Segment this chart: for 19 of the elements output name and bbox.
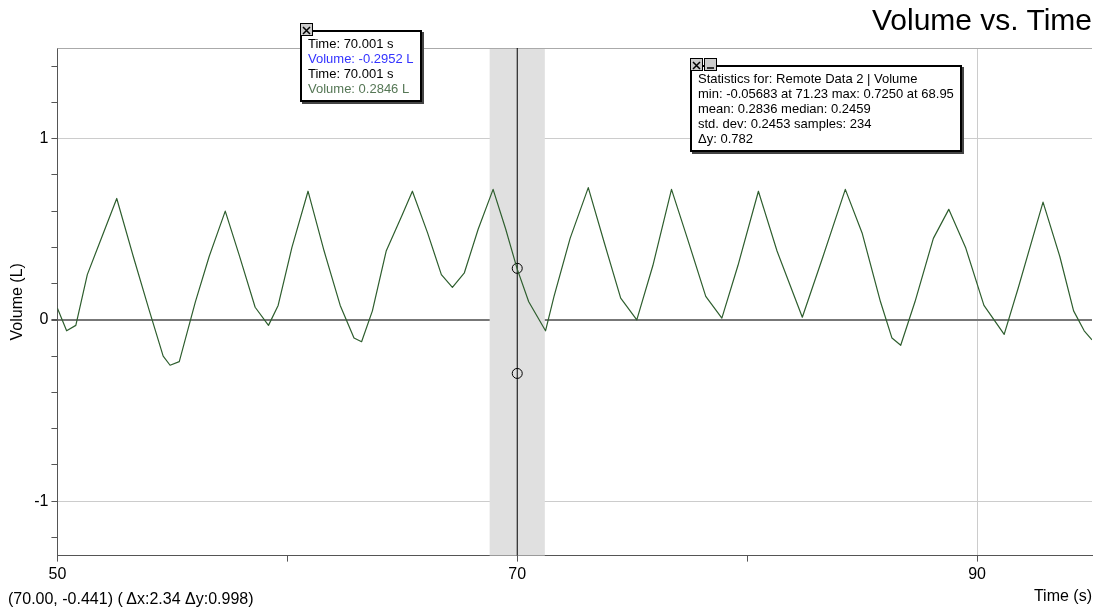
y-axis-title: Volume (L) bbox=[8, 263, 26, 341]
annotation: Statistics for: Remote Data 2 | Volume bbox=[698, 71, 919, 86]
annotation: Δy: 0.782 bbox=[698, 131, 754, 146]
y-tick-label: -1 bbox=[34, 491, 49, 509]
y-tick-label: 1 bbox=[39, 129, 49, 147]
x-tick-label: 90 bbox=[968, 564, 987, 582]
text: (70.00, -0.441) ( Δx:2.34 Δy:0.998) bbox=[8, 590, 254, 608]
y-tick-label: 0 bbox=[39, 310, 49, 328]
annotation: Time: 70.001 s bbox=[308, 66, 395, 81]
x-tick-label: 70 bbox=[508, 564, 527, 582]
annotation: Volume: 0.2846 L bbox=[308, 81, 411, 96]
annotation: std. dev: 0.2453 samples: 234 bbox=[698, 116, 873, 131]
x-tick-label: 50 bbox=[48, 564, 67, 582]
annotation: min: -0.05683 at 71.23 max: 0.7250 at 68.95 bbox=[698, 86, 954, 101]
x-axis-title: Time (s) bbox=[1033, 586, 1092, 604]
chart-title: Volume vs. Time bbox=[871, 3, 1092, 37]
annotation: mean: 0.2836 median: 0.2459 bbox=[698, 101, 872, 116]
annotation: Time: 70.001 s bbox=[308, 36, 395, 51]
annotation: Volume: -0.2952 L bbox=[308, 51, 414, 66]
